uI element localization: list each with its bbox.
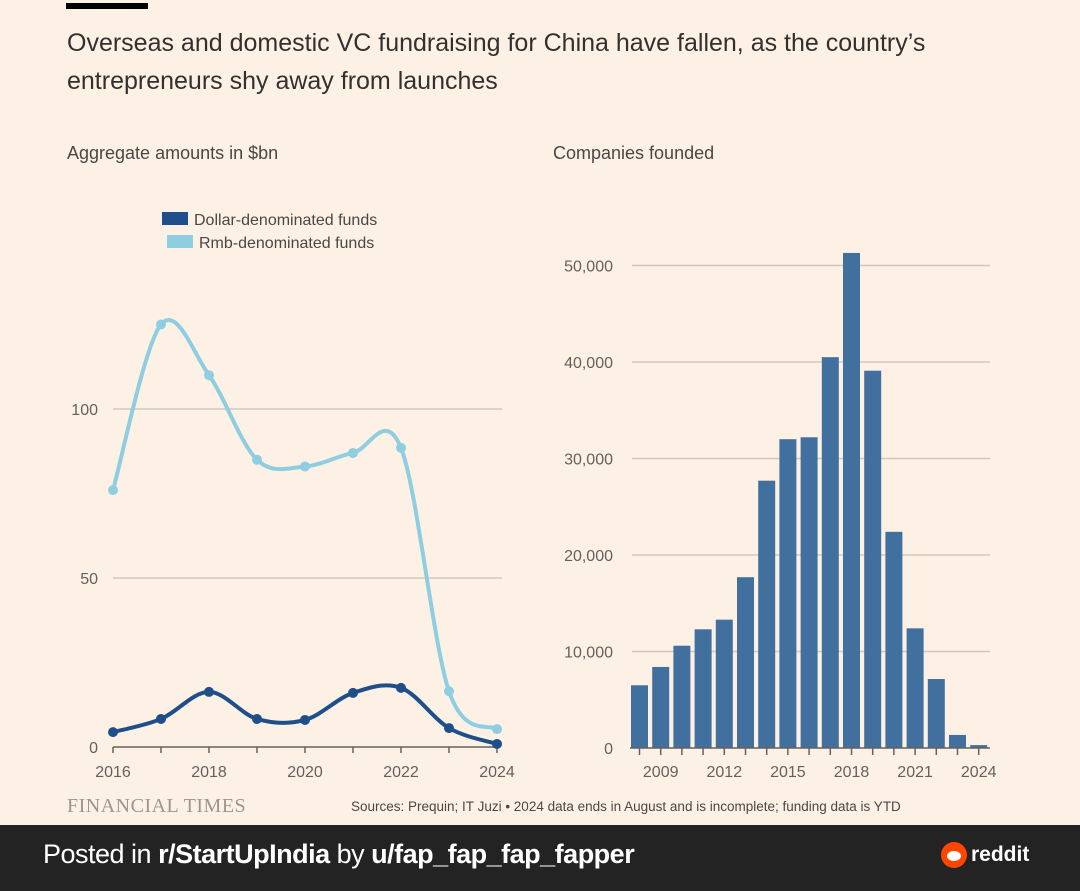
charts-canvas: 0 50 100 2016 2018 2020 2022 2024 Dollar-denomin… [71, 212, 997, 781]
dollar-funds-point [252, 713, 262, 724]
rmb-funds-point [300, 461, 310, 472]
legend-label-rmb: Rmb-denominated funds [199, 235, 374, 252]
subreddit-link[interactable]: r/StartUpIndia [158, 839, 330, 869]
posted-info: Posted in r/StartUpIndia by u/fap_fap_fa… [43, 839, 635, 870]
dollar-funds-point [156, 713, 166, 724]
legend-swatch-rmb [167, 235, 193, 248]
posted-prefix: Posted in [43, 839, 159, 869]
bar-chart-subtitle: Companies founded [553, 143, 715, 163]
line-x-tick-label: 2020 [287, 764, 323, 781]
dollar-funds-point [108, 727, 118, 738]
rmb-funds-point [396, 442, 406, 453]
bar-2024 [970, 745, 988, 748]
dollar-funds-point [396, 682, 406, 693]
bar-y-tick-label: 30,000 [564, 452, 613, 469]
bar-2017 [821, 357, 839, 748]
line-chart-subtitle: Aggregate amounts in $bn [67, 143, 279, 163]
line-y-tick-label: 0 [89, 740, 98, 757]
bar-y-tick-label: 10,000 [564, 645, 613, 662]
bar-x-tick-label: 2009 [643, 764, 679, 781]
rmb-funds-point [444, 686, 454, 697]
bar-y-tick-label: 20,000 [564, 548, 613, 565]
line-y-tick-label: 100 [71, 402, 98, 419]
bar-2018 [843, 252, 860, 748]
bar-2009 [652, 666, 670, 748]
publisher-logo: FINANCIAL TIMES [67, 795, 247, 817]
reddit-brand: reddit [941, 842, 1029, 868]
chart-title: Overseas and domestic VC fundraising for… [67, 29, 926, 95]
bar-2019 [864, 370, 882, 748]
reddit-footer: Posted in r/StartUpIndia by u/fap_fap_fa… [0, 825, 1080, 891]
bar-y-tick-label: 40,000 [564, 355, 613, 372]
bar-2012 [715, 619, 733, 748]
dollar-funds-point [492, 738, 502, 749]
reddit-wordmark: reddit [971, 843, 1030, 866]
line-y-tick-label: 50 [80, 571, 98, 588]
rmb-funds-line [111, 318, 499, 731]
ft-brand-bar [66, 3, 148, 9]
line-x-tick-label: 2018 [191, 764, 227, 781]
posted-by: by [329, 839, 372, 869]
bar-2010 [673, 645, 691, 748]
legend-swatch-dollar [162, 212, 188, 225]
rmb-funds-point [252, 454, 262, 465]
line-x-tick-label: 2016 [95, 764, 131, 781]
rmb-funds-point [108, 485, 118, 496]
user-link[interactable]: u/fap_fap_fap_fapper [371, 839, 635, 869]
rmb-funds-point [156, 319, 166, 330]
bar-2008 [631, 685, 648, 748]
bar-2011 [694, 629, 712, 748]
line-x-tick-label: 2024 [479, 764, 515, 781]
bar-2016 [800, 437, 818, 748]
dollar-funds-line [112, 683, 498, 746]
bar-2013 [737, 577, 754, 748]
bar-2014 [758, 480, 776, 748]
legend-label-dollar: Dollar-denominated funds [194, 212, 377, 229]
bar-x-tick-label: 2018 [834, 764, 870, 781]
bar-2015 [779, 439, 797, 748]
reddit-logo-icon [941, 842, 967, 868]
bar-x-tick-label: 2012 [707, 764, 743, 781]
bar-y-tick-label: 50,000 [564, 259, 613, 276]
bar-x-tick-label: 2021 [897, 764, 933, 781]
bar-2023 [949, 734, 966, 748]
line-x-tick-label: 2022 [383, 764, 419, 781]
rmb-funds-point [348, 447, 358, 458]
dollar-funds-point [444, 723, 454, 734]
bar-2022 [927, 679, 945, 748]
rmb-funds-point [204, 370, 214, 381]
sources-note: Sources: Prequin; IT Juzi • 2024 data en… [351, 799, 901, 814]
dollar-funds-point [348, 687, 358, 698]
bar-x-tick-label: 2024 [961, 764, 997, 781]
dollar-funds-point [204, 686, 214, 697]
bar-2020 [885, 531, 903, 748]
bar-2021 [906, 628, 924, 748]
bar-x-tick-label: 2015 [770, 764, 806, 781]
bar-y-tick-label: 0 [604, 741, 613, 758]
dollar-funds-point [300, 714, 310, 725]
rmb-funds-point [492, 724, 502, 735]
